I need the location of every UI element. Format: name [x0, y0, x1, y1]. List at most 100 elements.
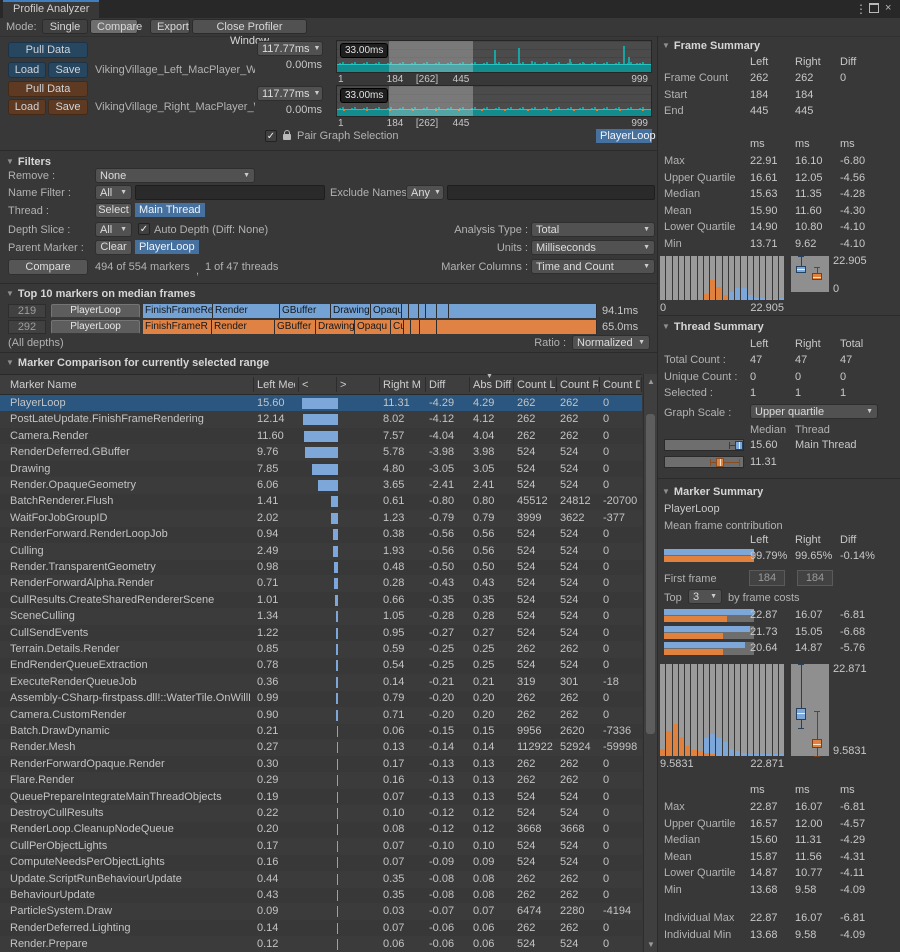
top10-root-marker[interactable]: PlayerLoop: [51, 320, 140, 334]
depth-mode-dropdown[interactable]: All ▼: [95, 222, 132, 237]
first-frame-right-button[interactable]: 184: [797, 570, 833, 586]
table-row[interactable]: Camera.Render 11.60 7.57 -4.04 4.04 262 262 0: [0, 428, 642, 445]
table-row[interactable]: RenderForwardOpaque.Render 0.30 0.17 -0.13 0…: [0, 756, 642, 773]
table-row[interactable]: PlayerLoop 15.60 11.31 -4.29 4.29 262 262 0: [0, 395, 642, 412]
top-n-dropdown[interactable]: 3 ▼: [688, 589, 722, 604]
name-filter-input[interactable]: [135, 185, 325, 200]
column-header-count-de[interactable]: Count De: [603, 379, 640, 391]
table-row[interactable]: Render.TransparentGeometry 0.98 0.48 -0.50 0…: [0, 559, 642, 576]
table-row[interactable]: CullResults.CreateSharedRendererScene 1.0…: [0, 592, 642, 609]
graph-selection-region[interactable]: [389, 41, 473, 72]
exclude-mode-dropdown[interactable]: Any ▼: [406, 185, 444, 200]
load-left-button[interactable]: Load: [8, 62, 46, 78]
table-row[interactable]: Render.Prepare 0.12 0.06 -0.06 0.06 524 524 0: [0, 936, 642, 952]
scroll-up-icon[interactable]: ▲: [647, 377, 655, 386]
column-header-diff[interactable]: Diff: [429, 379, 446, 391]
table-row[interactable]: Render.Mesh 0.27 0.13 -0.14 0.14 112922 52924-…: [0, 739, 642, 757]
column-header-marker-name[interactable]: Marker Name: [10, 379, 77, 391]
column-header-right-me[interactable]: Right Me: [383, 379, 421, 391]
units-dropdown[interactable]: Milliseconds ▼: [531, 240, 655, 255]
table-row[interactable]: Flare.Render 0.29 0.16 -0.13 0.13 262 262 0: [0, 772, 642, 790]
table-row[interactable]: Batch.DrawDynamic 0.21 0.06 -0.15 0.15 9956 26…: [0, 723, 642, 740]
table-row[interactable]: CullSendEvents 1.22 0.95 -0.27 0.27 524 524 0: [0, 625, 642, 642]
table-scrollbar[interactable]: ▲ ▼: [643, 374, 657, 952]
table-row[interactable]: CullPerObjectLights 0.17 0.07 -0.10 0.10 524 5…: [0, 837, 642, 855]
save-right-button[interactable]: Save: [48, 99, 88, 115]
table-row[interactable]: WaitForJobGroupID 2.02 1.23 -0.79 0.79 3999 36…: [0, 509, 642, 527]
pull-data-left-button[interactable]: Pull Data: [8, 42, 88, 58]
table-row[interactable]: BehaviourUpdate 0.43 0.35 -0.08 0.08 262 262 0: [0, 887, 642, 904]
column-header-count-ri[interactable]: Count Ri: [560, 379, 598, 391]
marker-columns-dropdown[interactable]: Time and Count ▼: [531, 259, 655, 274]
compare-button[interactable]: Compare: [8, 259, 88, 275]
table-row[interactable]: ComputeNeedsPerObjectLights 0.16 0.07 -0.09…: [0, 854, 642, 871]
save-left-button[interactable]: Save: [48, 62, 88, 78]
menu-icon[interactable]: ⋮: [855, 2, 867, 16]
table-row[interactable]: ExecuteRenderQueueJob 0.36 0.14 -0.21 0.21 31…: [0, 673, 642, 691]
graph-scale-dropdown[interactable]: Upper quartile ▼: [750, 404, 878, 419]
column-header--[interactable]: >: [340, 379, 347, 391]
mode-compare-button[interactable]: Compare: [90, 19, 142, 34]
parent-clear-button[interactable]: Clear: [95, 240, 132, 255]
top10-frame-number[interactable]: 292: [8, 320, 46, 334]
frame-graph-left[interactable]: 33.00ms: [336, 40, 652, 73]
table-row[interactable]: Drawing 7.85 4.80 -3.05 3.05 524 524 0: [0, 461, 642, 478]
table-row[interactable]: Update.ScriptRunBehaviourUpdate 0.44 0.35 -…: [0, 870, 642, 888]
pull-data-right-button[interactable]: Pull Data: [8, 81, 88, 97]
table-row[interactable]: RenderForward.RenderLoopJob 0.94 0.38 -0.56…: [0, 526, 642, 543]
table-row[interactable]: RenderLoop.CleanupNodeQueue 0.20 0.08 -0.12…: [0, 821, 642, 838]
analysis-type-dropdown[interactable]: Total ▼: [531, 222, 655, 237]
table-row[interactable]: ParticleSystem.Draw 0.09 0.03 -0.07 0.07 6474…: [0, 903, 642, 921]
export-button[interactable]: Export: [150, 19, 190, 34]
frame-summary-header[interactable]: ▼ Frame Summary: [662, 40, 761, 52]
auto-depth-checkbox[interactable]: ✓: [138, 223, 150, 235]
column-header--[interactable]: <: [302, 379, 309, 391]
top10-marker-bar[interactable]: FinishFrameRe Render GBuffer Drawing Opaqu: [143, 304, 598, 318]
scale-right-dropdown[interactable]: 117.77ms ▼: [257, 86, 323, 101]
top10-root-marker[interactable]: PlayerLoop: [51, 304, 140, 318]
scale-left-dropdown[interactable]: 117.77ms ▼: [257, 41, 323, 56]
lock-pair-icon[interactable]: [283, 130, 291, 140]
comparison-header[interactable]: ▼ Marker Comparison for currently selecte…: [6, 357, 270, 369]
graph-selection-region[interactable]: [389, 86, 473, 116]
pair-graph-checkbox[interactable]: ✓: [265, 130, 277, 142]
load-right-button[interactable]: Load: [8, 99, 46, 115]
table-row[interactable]: PostLateUpdate.FinishFrameRendering 12.14…: [0, 411, 642, 429]
name-filter-mode-dropdown[interactable]: All ▼: [95, 185, 132, 200]
top10-frame-number[interactable]: 219: [8, 304, 46, 318]
table-row[interactable]: Assembly-CSharp-firstpass.dll!::WaterTil…: [0, 690, 642, 707]
window-tab[interactable]: Profile Analyzer: [3, 0, 100, 18]
remove-dropdown[interactable]: None ▼: [95, 168, 255, 183]
table-row[interactable]: RenderDeferred.Lighting 0.14 0.07 -0.06 0.06…: [0, 920, 642, 937]
table-row[interactable]: Camera.CustomRender 0.90 0.71 -0.20 0.20 262 2…: [0, 706, 642, 724]
ratio-dropdown[interactable]: Normalized ▼: [572, 335, 650, 350]
table-row[interactable]: Terrain.Details.Render 0.85 0.59 -0.25 0.25 2…: [0, 641, 642, 658]
top10-header[interactable]: ▼ Top 10 markers on median frames: [6, 288, 196, 300]
table-row[interactable]: Render.OpaqueGeometry 6.06 3.65 -2.41 2.41 52…: [0, 477, 642, 494]
exclude-input[interactable]: [447, 185, 655, 200]
close-icon[interactable]: ×: [885, 2, 892, 14]
table-row[interactable]: EndRenderQueueExtraction 0.78 0.54 -0.25 0.2…: [0, 657, 642, 674]
top10-marker-bar[interactable]: FinishFrameRRenderGBufferDrawingOpaquCu: [143, 320, 598, 334]
close-profiler-button[interactable]: Close Profiler Window: [192, 19, 307, 47]
table-row[interactable]: BatchRenderer.Flush 1.41 0.61 -0.80 0.80 4551…: [0, 493, 642, 510]
mode-single-button[interactable]: Single: [42, 19, 88, 34]
thread-select-button[interactable]: Select: [95, 203, 132, 218]
column-header-abs-diff[interactable]: Abs Diff: [473, 379, 512, 391]
table-row[interactable]: RenderDeferred.GBuffer 9.76 5.78 -3.98 3.98 5…: [0, 444, 642, 462]
frame-graph-right[interactable]: 33.00ms: [336, 85, 652, 117]
column-header-left-med[interactable]: Left Med: [257, 379, 295, 391]
table-row[interactable]: RenderForwardAlpha.Render 0.71 0.28 -0.43 0.…: [0, 575, 642, 593]
first-frame-left-button[interactable]: 184: [749, 570, 785, 586]
table-row[interactable]: SceneCulling 1.34 1.05 -0.28 0.28 524 524 0: [0, 608, 642, 626]
table-row[interactable]: QueuePrepareIntegrateMainThreadObjects 0.…: [0, 789, 642, 806]
table-row[interactable]: Culling 2.49 1.93 -0.56 0.56 524 524 0: [0, 542, 642, 560]
scrollbar-thumb[interactable]: [646, 414, 655, 734]
marker-summary-header[interactable]: ▼ Marker Summary: [662, 486, 764, 498]
table-row[interactable]: DestroyCullResults 0.22 0.10 -0.12 0.12 524 52…: [0, 805, 642, 822]
maximize-icon[interactable]: [869, 3, 879, 17]
scroll-down-icon[interactable]: ▼: [647, 940, 655, 949]
filters-header[interactable]: ▼ Filters: [6, 156, 51, 168]
thread-summary-header[interactable]: ▼ Thread Summary: [662, 321, 764, 333]
column-header-count-le[interactable]: Count Le: [517, 379, 555, 391]
